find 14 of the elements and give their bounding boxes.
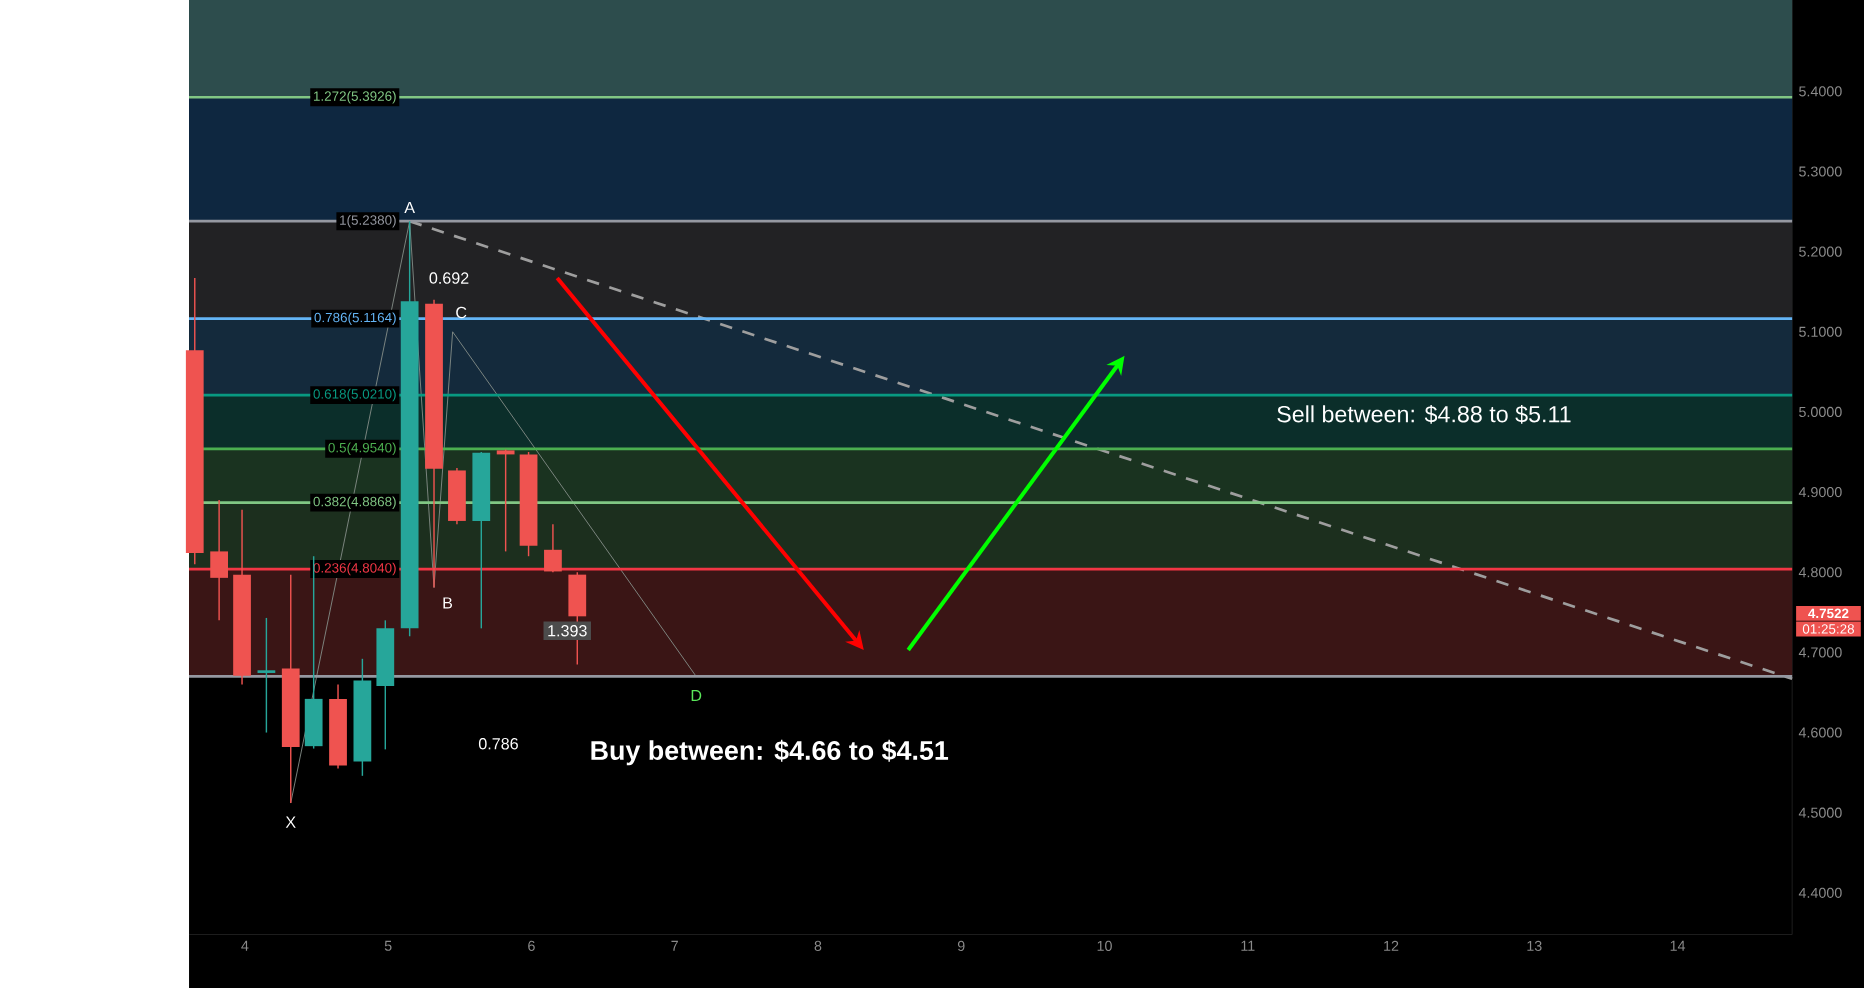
annotation: X [285, 816, 296, 828]
annotation: 0.692 [429, 272, 469, 284]
candlestick [210, 499, 228, 621]
candlestick [496, 448, 515, 552]
annotation: 0.786 [478, 737, 518, 750]
annotation: 1.393 [548, 624, 587, 637]
annotation: C [456, 306, 467, 319]
annotation: Buy between: $4.66 to $4.51 [591, 739, 949, 766]
annotation: B [443, 597, 453, 609]
candlestick [544, 523, 562, 573]
annotation: Sell between: $4.88 to $5.11 [1277, 404, 1571, 424]
annotation: D [691, 689, 702, 701]
annotation: A [404, 201, 416, 213]
candlestick [256, 616, 277, 734]
